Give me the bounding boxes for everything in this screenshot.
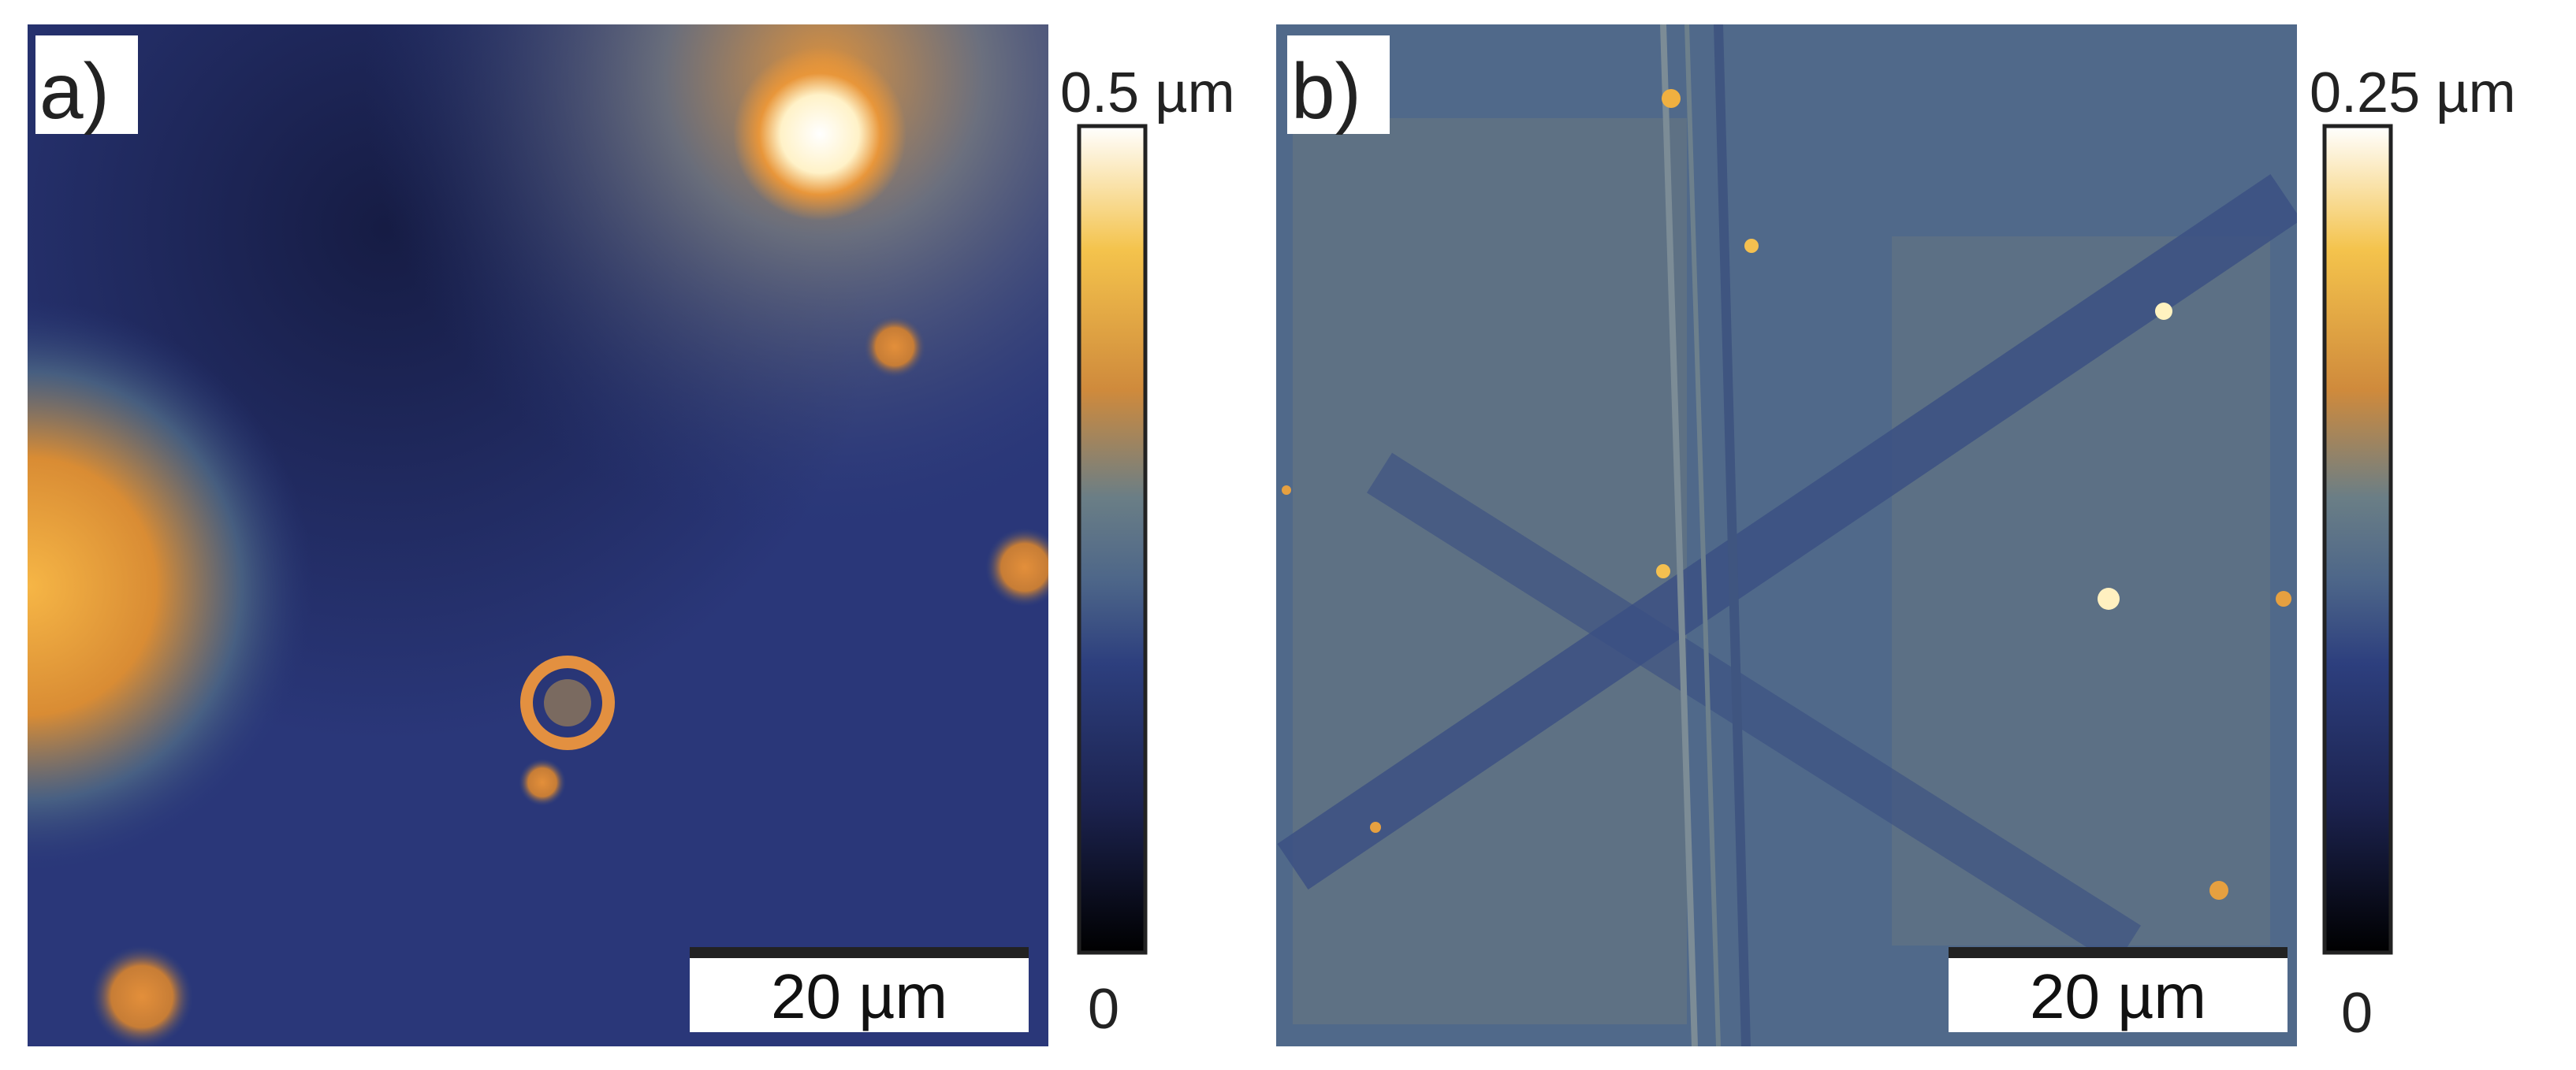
- scale-bar-label: 20 µm: [2030, 961, 2206, 1031]
- colorbar: [1077, 124, 1148, 955]
- colorbar-max-label: 0.5 µm: [1060, 61, 1235, 124]
- colorbar: [2322, 124, 2393, 955]
- panel-label: a): [39, 47, 110, 136]
- afm-image-a: [28, 24, 1048, 1046]
- scale-bar-label: 20 µm: [771, 961, 947, 1031]
- scale-bar: [690, 947, 1029, 958]
- colorbar-min-label: 0: [2341, 982, 2373, 1045]
- colorbar-min-label: 0: [1088, 978, 1119, 1041]
- scale-bar: [1949, 947, 2288, 958]
- afm-image-b: [1276, 24, 2297, 1046]
- panel-label-box: [1287, 35, 1390, 134]
- scale-bar-box: [1949, 958, 2288, 1032]
- panel-label-box: [35, 35, 138, 134]
- scale-bar-box: [690, 958, 1029, 1032]
- panel-label: b): [1291, 47, 1361, 136]
- colorbar-max-label: 0.25 µm: [2310, 61, 2516, 124]
